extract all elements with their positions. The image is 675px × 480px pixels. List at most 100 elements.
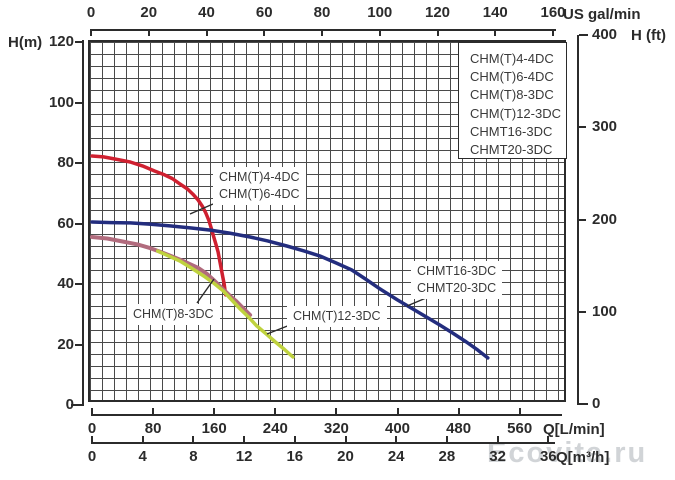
bottom-m3h-unit: Q[m³/h] <box>556 449 610 466</box>
top-axis-line <box>91 29 556 31</box>
left-axis-label: 0 <box>65 396 74 413</box>
curve-annotation-line: CHMT20-3DC <box>417 281 497 295</box>
top-axis-tick <box>90 29 92 36</box>
bottom-m3h-tick <box>395 436 398 444</box>
bottom-lmin-tick <box>213 408 216 416</box>
right-axis-tick <box>579 403 588 405</box>
bottom-lmin-tick <box>274 408 277 416</box>
bottom-m3h-label: 8 <box>189 448 198 465</box>
left-axis-tick <box>75 222 83 225</box>
top-axis-tick <box>494 29 497 36</box>
top-axis-tick <box>321 29 323 36</box>
curve-annotation-line: CHMT16-3DC <box>417 264 497 278</box>
curve-annotation: CHM(T)12-3DC <box>287 306 387 327</box>
legend-item: CHMT16-3DC <box>470 123 553 139</box>
top-axis-label: 0 <box>86 4 96 21</box>
bottom-lmin-label: 480 <box>446 420 472 437</box>
curve-annotation: CHM(T)8-3DC <box>127 304 220 325</box>
right-axis-unit: H (ft) <box>631 27 666 44</box>
top-axis-label: 40 <box>198 4 215 21</box>
curve-annotation: CHMT16-3DC CHMT20-3DC <box>411 261 503 299</box>
left-axis-tick <box>71 404 83 406</box>
right-axis-tick <box>579 34 588 36</box>
bottom-m3h-label: 12 <box>235 448 253 465</box>
top-axis-tick <box>147 29 150 36</box>
right-axis-label: 100 <box>592 302 618 320</box>
top-axis-tick <box>263 29 266 36</box>
bottom-m3h-tick <box>141 436 144 444</box>
bottom-lmin-label: 320 <box>323 420 349 437</box>
bottom-m3h-label: 36 <box>539 448 557 465</box>
bottom-m3h-tick <box>344 436 347 444</box>
left-axis-unit: H(m) <box>8 34 43 51</box>
bottom-m3h-tick <box>496 436 499 444</box>
curve-annotation-line: CHM(T)8-3DC <box>133 307 214 321</box>
bottom-lmin-tick <box>91 408 93 416</box>
left-axis-label: 60 <box>57 214 74 232</box>
left-axis-label: 80 <box>57 154 74 171</box>
bottom-lmin-unit: Q[L/min] <box>543 421 605 438</box>
top-axis-tick <box>552 29 554 36</box>
bottom-lmin-label: 0 <box>87 420 97 437</box>
left-axis-tick <box>75 41 83 43</box>
top-axis-tick <box>205 29 208 36</box>
bottom-m3h-label: 4 <box>138 448 147 465</box>
bottom-m3h-label: 24 <box>387 448 405 465</box>
bottom-lmin-tick <box>457 408 460 416</box>
bottom-m3h-tick <box>547 436 550 444</box>
legend-item: CHMT20-3DC <box>470 142 553 158</box>
legend-item: CHM(T)4-4DC <box>470 51 554 66</box>
left-axis-label: 120 <box>48 33 74 50</box>
bottom-m3h-label: 0 <box>87 448 97 465</box>
right-axis-tick <box>579 126 586 129</box>
bottom-lmin-label: 80 <box>144 420 162 437</box>
bottom-lmin-tick <box>335 408 338 416</box>
bottom-lmin-label: 400 <box>384 420 411 437</box>
left-axis-tick <box>75 283 83 285</box>
bottom-m3h-tick <box>445 436 448 444</box>
bottom-m3h-tick <box>192 436 195 444</box>
bottom-m3h-tick <box>293 436 296 444</box>
bottom-m3h-axis-line <box>92 442 555 444</box>
bottom-m3h-tick <box>91 436 93 444</box>
top-axis-label: 20 <box>140 4 158 21</box>
top-axis-label: 60 <box>255 4 273 21</box>
curve-annotation-line: CHM(T)4-4DC <box>219 170 300 184</box>
top-axis-tick <box>378 29 381 36</box>
bottom-m3h-label: 16 <box>286 448 304 465</box>
top-axis-label: 160 <box>540 4 566 21</box>
curve-annotation: CHM(T)4-4DC CHM(T)6-4DC <box>213 167 306 205</box>
bottom-lmin-tick <box>396 408 399 416</box>
top-axis-unit: US gal/min <box>563 6 641 23</box>
right-axis-label: 300 <box>592 118 618 136</box>
right-axis-line <box>577 35 579 405</box>
right-axis-tick <box>579 218 586 221</box>
right-axis-label: 0 <box>592 395 601 412</box>
right-axis-tick <box>579 310 586 313</box>
bottom-lmin-label: 560 <box>507 420 533 437</box>
top-axis-label: 140 <box>482 4 508 21</box>
curve-annotation-line: CHM(T)6-4DC <box>219 187 300 201</box>
right-axis-label: 200 <box>592 210 618 228</box>
top-axis-tick <box>436 29 439 36</box>
bottom-m3h-label: 28 <box>438 448 456 465</box>
legend-item: CHM(T)12-3DC <box>470 105 561 121</box>
left-axis-tick <box>75 162 83 164</box>
top-axis-label: 120 <box>424 4 451 21</box>
top-axis-label: 100 <box>367 4 393 21</box>
left-axis-label: 20 <box>57 335 74 353</box>
legend-item: CHM(T)6-4DC <box>470 69 554 85</box>
bottom-m3h-tick <box>243 436 246 444</box>
bottom-m3h-label: 32 <box>489 448 506 465</box>
right-axis-label: 400 <box>592 26 618 43</box>
left-axis-label: 40 <box>57 275 74 292</box>
top-axis-label: 80 <box>313 4 331 21</box>
bottom-lmin-tick <box>518 408 521 416</box>
left-axis-label: 100 <box>48 93 74 111</box>
legend-box: CHM(T)4-4DC CHM(T)6-4DC CHM(T)8-3DC CHM(T)1… <box>458 42 567 159</box>
bottom-lmin-label: 240 <box>262 420 288 437</box>
bottom-lmin-tick <box>152 408 155 416</box>
legend-item: CHM(T)8-3DC <box>470 87 554 103</box>
curve-annotation-line: CHM(T)12-3DC <box>293 309 381 323</box>
